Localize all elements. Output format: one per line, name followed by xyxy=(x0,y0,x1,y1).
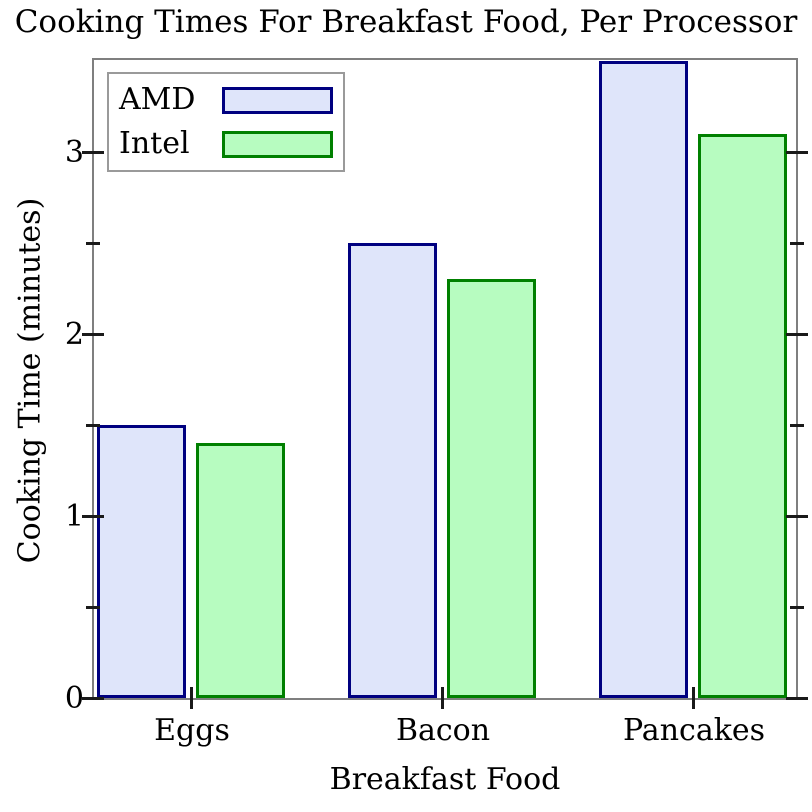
x-tick xyxy=(441,687,444,709)
y-major-tick-right xyxy=(786,696,808,700)
y-minor-tick-right xyxy=(790,605,804,609)
legend-item: Intel xyxy=(119,128,333,160)
chart-title: Cooking Times For Breakfast Food, Per Pr… xyxy=(14,4,798,40)
y-major-tick-left xyxy=(82,514,104,518)
x-tick xyxy=(692,687,695,709)
legend-label-intel: Intel xyxy=(119,126,190,161)
bar-intel-pancakes xyxy=(697,134,787,698)
legend-swatch-amd xyxy=(222,86,333,114)
y-major-tick-right xyxy=(786,332,808,336)
legend: AMD Intel xyxy=(107,72,345,172)
bar-intel-eggs xyxy=(195,443,285,698)
x-tick-label: Pancakes xyxy=(622,713,766,748)
bar-intel-bacon xyxy=(446,279,536,698)
y-major-tick-left xyxy=(82,696,104,700)
x-tick xyxy=(190,687,193,709)
y-major-tick-right xyxy=(786,514,808,518)
y-minor-tick-right xyxy=(790,241,804,245)
y-major-tick-left xyxy=(82,332,104,336)
y-major-tick-left xyxy=(82,150,104,154)
y-tick-label: 3 xyxy=(64,134,84,170)
y-tick-label: 2 xyxy=(64,316,84,352)
bar-amd-eggs xyxy=(96,425,186,698)
y-major-tick-right xyxy=(786,150,808,154)
x-tick-label: Eggs xyxy=(154,713,230,748)
y-minor-tick-right xyxy=(790,423,804,427)
x-axis-title: Breakfast Food xyxy=(329,762,561,797)
y-minor-tick-left xyxy=(86,605,100,609)
bar-amd-bacon xyxy=(347,243,437,698)
y-tick-label: 1 xyxy=(64,498,84,534)
legend-label-amd: AMD xyxy=(119,82,196,117)
bar-amd-pancakes xyxy=(598,61,688,698)
plot-area xyxy=(82,58,808,709)
legend-swatch-intel xyxy=(222,130,333,158)
legend-item: AMD xyxy=(119,84,333,116)
x-tick-label: Bacon xyxy=(395,713,491,748)
y-minor-tick-left xyxy=(86,423,100,427)
y-minor-tick-left xyxy=(86,241,100,245)
y-tick-label: 0 xyxy=(64,680,84,716)
